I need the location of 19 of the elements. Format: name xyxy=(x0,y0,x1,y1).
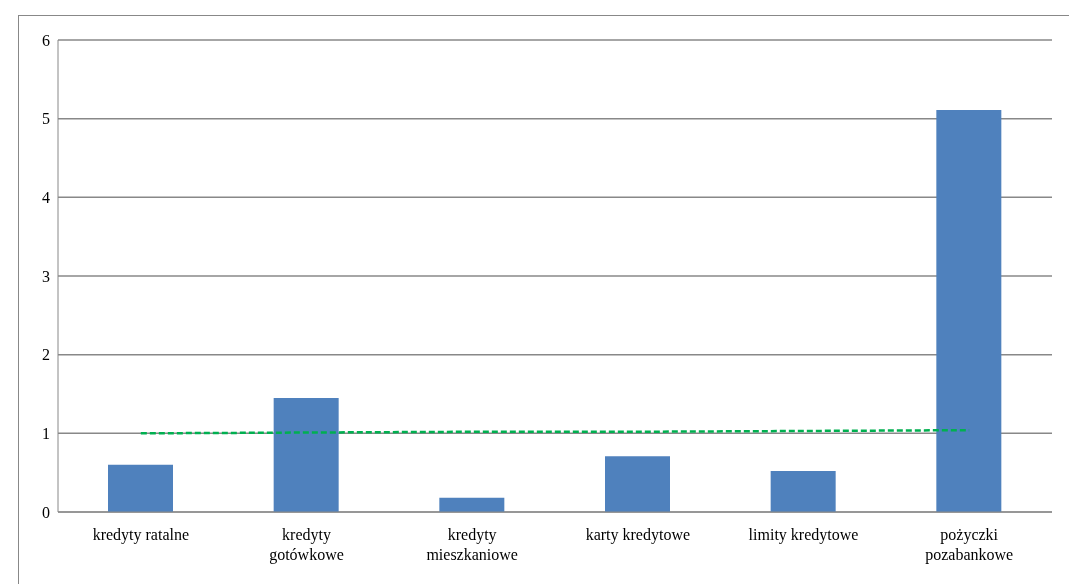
y-tick-label: 4 xyxy=(42,189,50,207)
y-tick-label: 5 xyxy=(42,110,50,128)
x-tick-label: kredyty ratalne xyxy=(92,526,190,544)
y-tick-label: 0 xyxy=(42,503,50,521)
x-tick-label: pożyczki pozabankowe xyxy=(925,526,1014,564)
y-tick-label: 2 xyxy=(42,346,50,364)
y-tick-label: 1 xyxy=(42,425,50,443)
bar xyxy=(273,397,339,512)
y-tick-label: 6 xyxy=(42,31,50,49)
bar xyxy=(108,464,173,512)
bar xyxy=(936,110,1002,512)
bar xyxy=(605,456,670,512)
bar xyxy=(770,471,836,512)
y-tick-label: 3 xyxy=(42,267,50,285)
x-tick-label: karty kredytowe xyxy=(585,526,691,544)
x-tick-label: kredyty gotówkowe xyxy=(269,526,344,564)
bar xyxy=(439,497,505,512)
x-tick-label: limity kredytowe xyxy=(748,526,859,544)
x-tick-label: kredyty mieszkaniowe xyxy=(426,526,518,563)
